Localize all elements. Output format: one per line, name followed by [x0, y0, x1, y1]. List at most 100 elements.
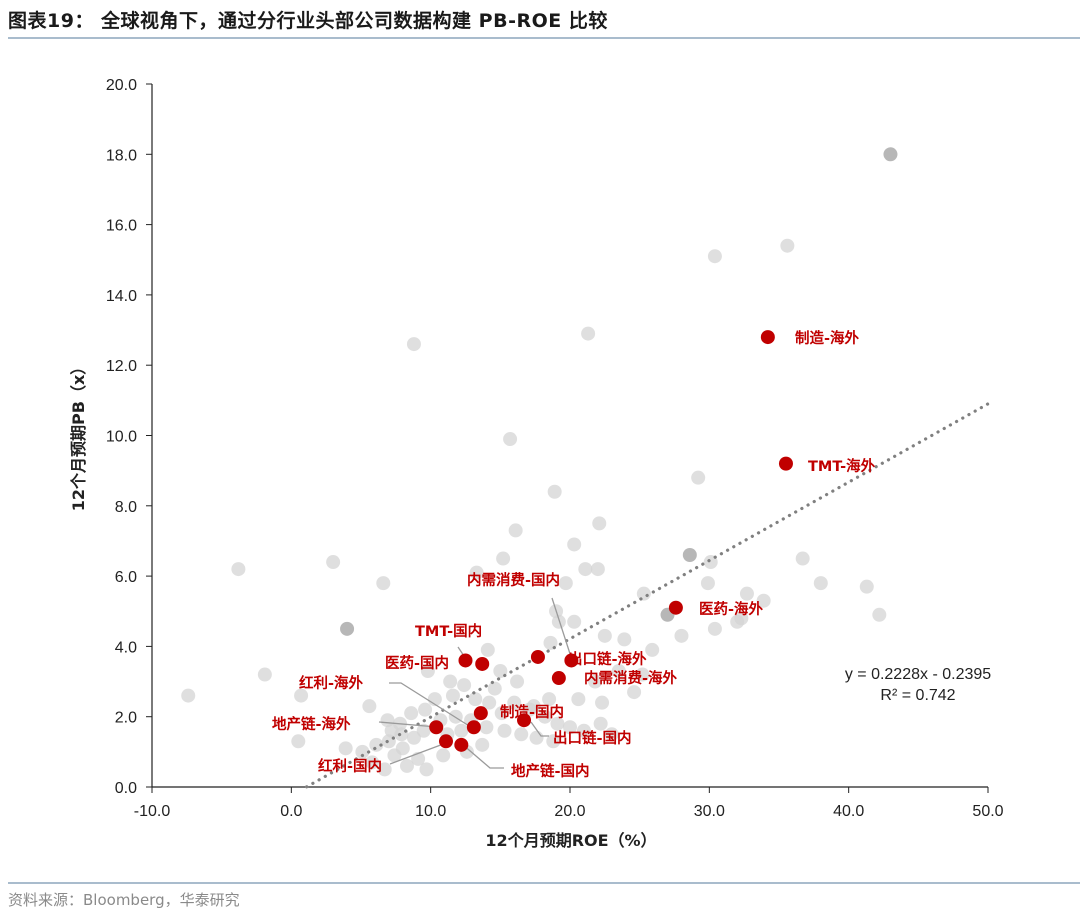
company-point: [369, 737, 384, 752]
company-point: [340, 621, 355, 636]
company-point: [636, 586, 651, 601]
company-point: [355, 744, 370, 759]
chart-axes: 0.0 2.0 4.0 6.0 8.0 10.0 12.0 14.0 16.0 18.0 20.0 -…: [106, 77, 1004, 820]
point-label: 地产链-海外: [272, 715, 351, 733]
point-label: 地产链-国内: [511, 762, 590, 780]
highlighted-point: [475, 656, 490, 671]
company-point: [707, 621, 722, 636]
point-label: 医药-国内: [385, 654, 449, 672]
y-tick-label: 6.0: [115, 569, 137, 586]
company-point: [399, 758, 414, 773]
label-leader-lines: [378, 597, 573, 769]
company-point: [563, 720, 577, 735]
company-point: [595, 695, 610, 710]
company-point: [496, 551, 511, 566]
company-point: [707, 249, 722, 264]
company-point: [558, 576, 573, 591]
company-point: [487, 681, 502, 696]
x-tick-label: -10.0: [134, 803, 171, 820]
regression-equation: y = 0.2228x - 0.2395: [845, 666, 991, 683]
company-point: [510, 674, 525, 689]
x-tick-label: 10.0: [415, 803, 446, 820]
highlighted-point: [760, 330, 775, 345]
title-divider: [8, 37, 1080, 39]
leader-line: [551, 597, 573, 661]
y-tick-label: 20.0: [106, 77, 137, 94]
company-point: [377, 762, 392, 777]
company-point: [503, 432, 518, 447]
company-point: [418, 702, 433, 717]
y-tick-label: 16.0: [106, 218, 137, 235]
company-point: [291, 734, 306, 749]
company-point: [395, 741, 410, 756]
highlighted-point: [473, 706, 488, 721]
y-tick-label: 10.0: [106, 429, 137, 446]
company-point: [420, 664, 435, 679]
company-point: [482, 695, 497, 710]
company-point: [590, 562, 605, 577]
company-point: [362, 699, 377, 714]
company-point: [578, 562, 593, 577]
leader-line: [378, 721, 438, 728]
leader-line: [389, 682, 475, 730]
company-point: [338, 741, 353, 756]
y-tick-label: 2.0: [115, 710, 137, 727]
company-point: [597, 628, 612, 643]
company-point: [645, 642, 660, 657]
highlighted-points: [429, 330, 793, 752]
point-label: 内需消费-海外: [584, 669, 678, 687]
company-point: [404, 706, 419, 721]
company-point: [457, 678, 472, 693]
x-tick-label: 50.0: [972, 803, 1003, 820]
company-point: [454, 723, 469, 738]
point-label: 红利-海外: [299, 674, 364, 692]
company-point: [700, 576, 715, 591]
source-note: 资料来源：Bloomberg，华泰研究: [8, 891, 240, 909]
company-point: [592, 516, 607, 531]
company-point: [576, 723, 591, 738]
company-point: [635, 667, 650, 682]
y-tick-label: 0.0: [115, 780, 137, 797]
company-point: [571, 692, 586, 707]
company-point: [872, 607, 887, 622]
highlighted-point: [429, 720, 444, 735]
company-point: [494, 706, 509, 721]
company-point: [436, 748, 451, 763]
company-point: [756, 593, 771, 608]
company-point: [795, 551, 810, 566]
company-point: [547, 484, 562, 499]
company-point: [617, 632, 632, 647]
company-point: [611, 664, 626, 679]
company-point: [445, 688, 460, 703]
company-point: [529, 730, 544, 745]
point-label: 内需消费-国内: [467, 571, 560, 589]
company-point: [567, 614, 582, 629]
highlighted-point: [551, 671, 566, 686]
highlighted-point: [466, 720, 481, 735]
x-tick-label: 0.0: [280, 803, 302, 820]
company-point: [604, 727, 619, 742]
r-squared: R² = 0.742: [880, 687, 955, 704]
x-tick-label: 30.0: [694, 803, 725, 820]
point-label: 出口链-国内: [553, 729, 632, 747]
leader-line: [461, 743, 504, 769]
company-point: [883, 147, 898, 162]
company-point: [326, 555, 341, 570]
company-point: [419, 762, 434, 777]
company-point: [507, 695, 522, 710]
company-point: [627, 685, 642, 700]
company-point: [859, 579, 874, 594]
y-axis-title: 12个月预期PB（x）: [69, 359, 88, 512]
highlighted-point: [454, 737, 469, 752]
company-point: [588, 674, 603, 689]
company-point: [691, 470, 706, 485]
highlighted-point: [564, 653, 579, 668]
company-point: [480, 642, 495, 657]
company-point: [674, 628, 689, 643]
y-tick-label: 14.0: [106, 288, 137, 305]
company-point: [739, 586, 754, 601]
company-point: [508, 523, 523, 538]
company-point: [479, 720, 494, 735]
point-label: TMT-海外: [808, 457, 876, 475]
